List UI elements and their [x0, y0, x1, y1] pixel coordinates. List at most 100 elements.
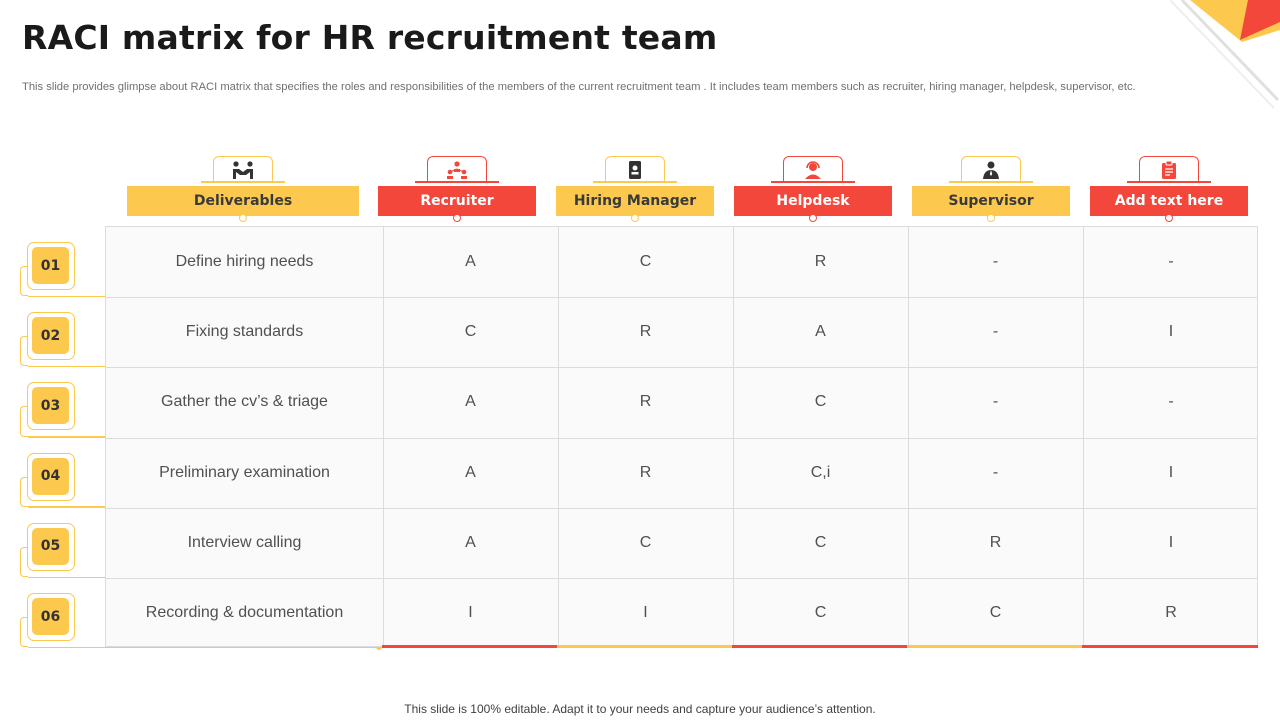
- header-connector-dot: [809, 214, 817, 222]
- row-bracket: [20, 406, 28, 437]
- raci-cell: A: [465, 533, 476, 551]
- header-icon-underline: [771, 181, 855, 183]
- row-number-badge: 05: [27, 522, 75, 571]
- row-number: 03: [32, 387, 69, 425]
- column-bottom-bar: [382, 645, 557, 648]
- raci-cell: I: [1168, 323, 1174, 341]
- raci-cell: A: [465, 463, 476, 481]
- header-icon-underline: [949, 181, 1033, 183]
- column-bottom-bar: [907, 645, 1082, 648]
- header-connector-dot: [453, 214, 461, 222]
- deliverable-cell: Fixing standards: [185, 323, 304, 341]
- row-number: 01: [32, 247, 69, 284]
- grid-row-line: [106, 578, 1257, 579]
- deliverable-cell: Define hiring needs: [175, 253, 314, 271]
- raci-cell: C,i: [810, 463, 831, 481]
- raci-cell: I: [1168, 533, 1174, 551]
- raci-cell: I: [643, 604, 648, 622]
- raci-cell: R: [989, 533, 1002, 551]
- raci-cell: C: [639, 253, 652, 271]
- corner-decoration: [1170, 0, 1280, 109]
- header-connector-dot: [987, 214, 995, 222]
- header-icon-underline: [201, 181, 285, 183]
- raci-cell: R: [814, 253, 827, 271]
- raci-cell: A: [465, 393, 476, 411]
- raci-cell: C: [464, 323, 477, 341]
- grid-column-line: [733, 227, 734, 646]
- header-icon-box: [605, 156, 665, 183]
- raci-cell: -: [992, 463, 999, 481]
- column-bottom-bar: [1082, 645, 1258, 648]
- header-connector-dot: [239, 214, 247, 222]
- row-number-badge: 03: [27, 382, 75, 431]
- raci-cell: C: [814, 604, 827, 622]
- raci-cell: C: [989, 604, 1002, 622]
- grid-row-line: [106, 367, 1257, 369]
- grid-column-line: [383, 227, 384, 646]
- column-header-1: Recruiter: [378, 186, 536, 216]
- grid-row-line: [106, 297, 1257, 299]
- raci-cell: -: [992, 323, 999, 341]
- grid-row-line: [106, 507, 1257, 509]
- column-header-5: Add text here: [1090, 186, 1248, 216]
- grid-column-line: [908, 227, 909, 646]
- raci-cell: R: [639, 393, 652, 411]
- column-header-0: Deliverables: [127, 186, 359, 216]
- row-bracket: [20, 546, 28, 577]
- column-bottom-bar: [732, 645, 907, 648]
- person-tie-icon: [980, 160, 1002, 180]
- column-header-2: Hiring Manager: [556, 186, 714, 216]
- row-underline-dot: [376, 644, 382, 651]
- deliverable-cell: Interview calling: [187, 533, 302, 551]
- header-icon-box: [961, 156, 1021, 183]
- team-network-icon: [445, 160, 469, 180]
- raci-cell: C: [814, 533, 827, 551]
- header-icon-box: [427, 156, 487, 183]
- raci-cell: -: [992, 253, 999, 271]
- id-badge-icon: [625, 159, 645, 181]
- row-number-badge: 06: [27, 593, 75, 641]
- row-bracket: [20, 336, 28, 367]
- grid-row-line: [106, 437, 1257, 439]
- raci-cell: R: [1165, 604, 1177, 622]
- handshake-icon: [231, 160, 255, 180]
- header-icon-underline: [415, 181, 499, 183]
- raci-cell: I: [468, 604, 473, 622]
- row-number: 06: [32, 598, 69, 635]
- header-icon-box: [1139, 156, 1199, 183]
- header-icon-underline: [593, 181, 677, 183]
- header-icon-box: [213, 156, 273, 183]
- column-bottom-bar: [557, 645, 732, 648]
- header-icon-box: [783, 156, 843, 183]
- raci-cell: R: [639, 323, 652, 341]
- row-bracket: [20, 617, 28, 648]
- deliverable-cell: Gather the cv’s & triage: [161, 393, 328, 411]
- raci-cell: A: [465, 253, 476, 271]
- grid-column-line: [558, 227, 559, 646]
- header-connector-dot: [1165, 214, 1173, 222]
- row-number: 02: [32, 317, 69, 355]
- clipboard-icon: [1159, 159, 1179, 181]
- grid-column-line: [1083, 227, 1084, 646]
- page-title: RACI matrix for HR recruitment team: [22, 18, 718, 57]
- footer-note: This slide is 100% editable. Adapt it to…: [404, 702, 876, 716]
- header-icon-underline: [1127, 181, 1211, 183]
- raci-cell: A: [815, 323, 826, 341]
- column-header-4: Supervisor: [912, 186, 1070, 216]
- raci-cell: R: [639, 463, 652, 481]
- support-agent-icon: [802, 160, 824, 180]
- page-subtitle: This slide provides glimpse about RACI m…: [22, 81, 1136, 93]
- header-connector-dot: [631, 214, 639, 222]
- row-underline: [28, 646, 380, 649]
- raci-cell: -: [1168, 393, 1174, 411]
- row-number-badge: 04: [27, 452, 75, 501]
- row-number: 05: [32, 527, 69, 565]
- raci-cell: I: [1168, 463, 1174, 481]
- row-bracket: [20, 266, 28, 297]
- row-number-badge: 01: [27, 242, 75, 290]
- raci-cell: C: [814, 393, 827, 411]
- deliverable-cell: Preliminary examination: [159, 463, 330, 481]
- row-bracket: [20, 476, 28, 507]
- column-header-3: Helpdesk: [734, 186, 892, 216]
- raci-table: Define hiring needs A C R - - Fixing standards…: [105, 226, 1258, 647]
